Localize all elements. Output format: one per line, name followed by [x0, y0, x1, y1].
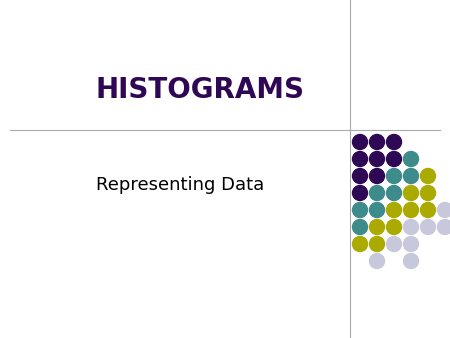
Circle shape — [369, 186, 384, 200]
Circle shape — [420, 169, 436, 184]
Circle shape — [352, 202, 368, 217]
Circle shape — [352, 151, 368, 167]
Circle shape — [387, 169, 401, 184]
Circle shape — [404, 151, 419, 167]
Circle shape — [420, 219, 436, 235]
Circle shape — [404, 237, 419, 251]
Circle shape — [352, 135, 368, 149]
Circle shape — [387, 202, 401, 217]
Circle shape — [369, 135, 384, 149]
Circle shape — [369, 202, 384, 217]
Circle shape — [352, 219, 368, 235]
Circle shape — [352, 169, 368, 184]
Circle shape — [369, 237, 384, 251]
Circle shape — [404, 169, 419, 184]
Circle shape — [404, 202, 419, 217]
Circle shape — [404, 219, 419, 235]
Circle shape — [420, 186, 436, 200]
Circle shape — [404, 254, 419, 268]
Circle shape — [369, 151, 384, 167]
Circle shape — [420, 202, 436, 217]
Circle shape — [369, 169, 384, 184]
Circle shape — [352, 237, 368, 251]
Text: HISTOGRAMS: HISTOGRAMS — [95, 76, 305, 104]
Circle shape — [387, 237, 401, 251]
Circle shape — [352, 186, 368, 200]
Circle shape — [369, 219, 384, 235]
Text: Representing Data: Representing Data — [96, 176, 264, 194]
Circle shape — [387, 219, 401, 235]
Circle shape — [437, 219, 450, 235]
Circle shape — [387, 135, 401, 149]
Circle shape — [437, 202, 450, 217]
Circle shape — [404, 186, 419, 200]
Circle shape — [387, 151, 401, 167]
Circle shape — [369, 254, 384, 268]
Circle shape — [387, 186, 401, 200]
